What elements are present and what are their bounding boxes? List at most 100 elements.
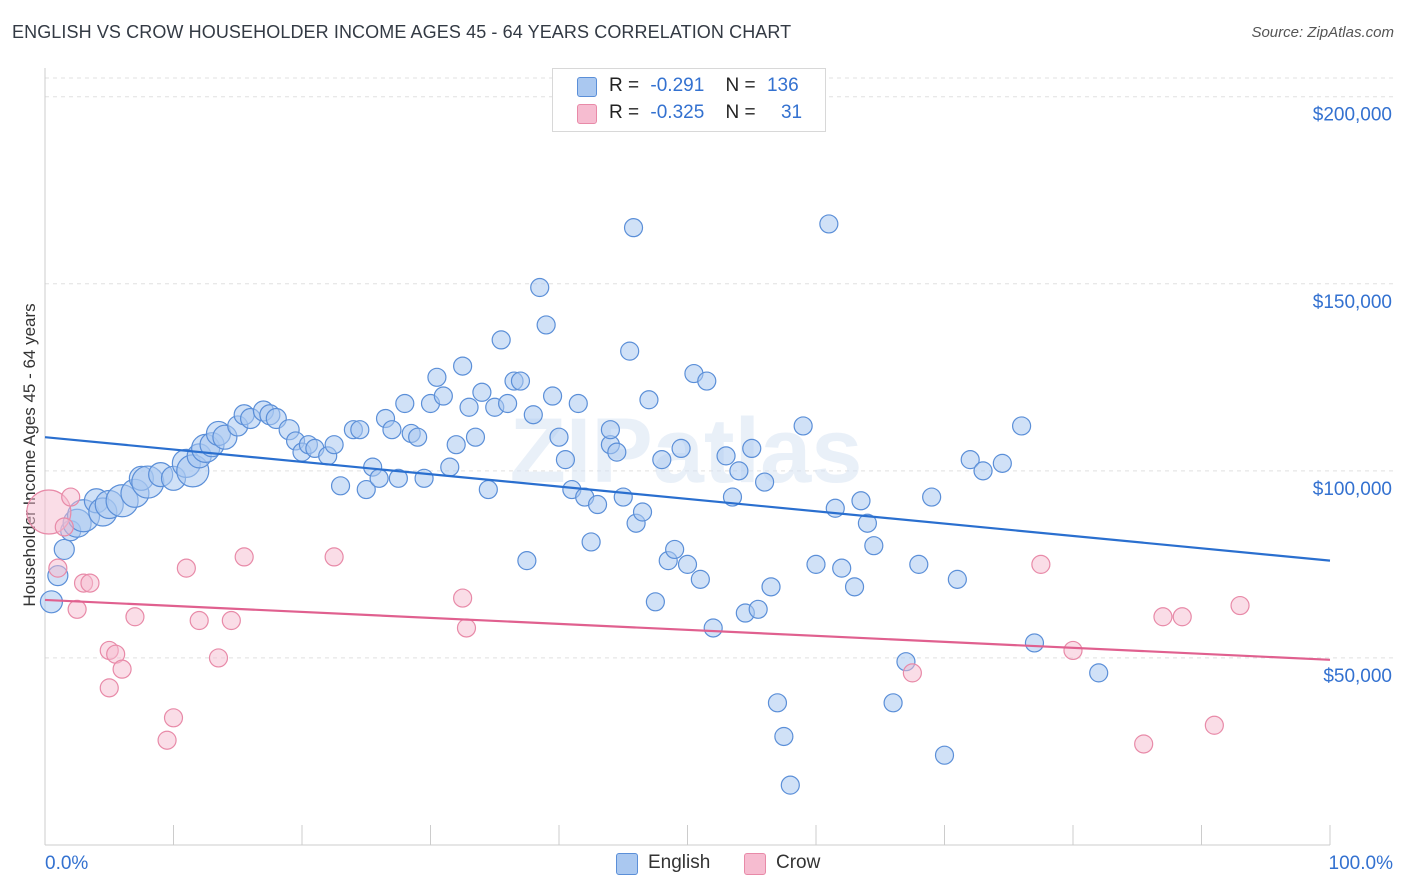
- data-point-english: [472, 382, 492, 402]
- x-tick-label: 0.0%: [45, 853, 88, 874]
- data-point-english: [754, 472, 775, 492]
- data-point-english: [382, 420, 402, 440]
- data-point-english: [806, 554, 826, 574]
- data-point-english: [523, 405, 543, 425]
- data-point-english: [613, 487, 633, 507]
- english-swatch: [577, 77, 597, 97]
- data-point-english: [600, 420, 621, 440]
- data-point-english: [1089, 663, 1109, 683]
- data-point-crow: [112, 659, 132, 679]
- data-point-english: [864, 536, 884, 556]
- series-crow-points: [26, 487, 1250, 754]
- data-point-crow: [67, 599, 87, 619]
- data-point-english: [844, 577, 865, 597]
- data-point-english: [427, 367, 447, 387]
- data-point-english: [53, 538, 75, 561]
- y-tick-label: $50,000: [1323, 666, 1392, 687]
- stats-legend: R = -0.291 N = 136 R = -0.325 N = 31: [552, 68, 826, 132]
- legend-n-value: 136: [766, 75, 799, 96]
- data-point-english: [883, 693, 903, 713]
- y-tick-label: $150,000: [1313, 292, 1392, 313]
- legend-r-value: -0.291: [650, 75, 705, 96]
- data-point-english: [857, 513, 878, 533]
- data-point-english: [620, 341, 640, 361]
- data-point-crow: [157, 730, 177, 750]
- data-point-english: [491, 330, 511, 350]
- data-point-english: [568, 393, 588, 414]
- data-point-crow: [80, 573, 100, 593]
- y-tick-labels: $50,000 $100,000 $150,000 $200,000: [1313, 105, 1392, 687]
- data-point-english: [330, 476, 351, 496]
- data-point-crow: [99, 678, 119, 698]
- legend-r-label: R =: [609, 102, 640, 123]
- data-point-english: [947, 569, 967, 589]
- legend-label-english: English: [648, 852, 711, 873]
- axes: [44, 68, 1331, 846]
- data-point-english: [440, 457, 460, 477]
- data-point-english: [395, 393, 415, 414]
- data-point-english: [465, 427, 486, 447]
- data-point-english: [39, 590, 64, 614]
- data-point-crow: [234, 547, 254, 567]
- data-point-english: [639, 390, 659, 410]
- data-point-crow: [125, 607, 145, 627]
- data-point-english: [748, 599, 768, 619]
- data-point-english: [742, 438, 762, 459]
- source-label: Source: ZipAtlas.com: [1251, 24, 1394, 41]
- y-tick-label: $100,000: [1313, 479, 1392, 500]
- data-point-english: [973, 461, 993, 481]
- data-point-english: [1011, 416, 1032, 436]
- data-point-crow: [1031, 554, 1051, 574]
- grid-lines: [45, 77, 1395, 659]
- data-point-english: [851, 491, 871, 511]
- data-point-crow: [1134, 734, 1154, 754]
- chart-title: ENGLISH VS CROW HOUSEHOLDER INCOME AGES …: [12, 22, 792, 42]
- data-point-english: [632, 502, 653, 522]
- english-swatch: [616, 853, 638, 875]
- data-point-english: [555, 450, 576, 470]
- data-point-english: [703, 618, 723, 638]
- data-point-crow: [54, 517, 74, 537]
- trend-line-english: [44, 436, 1331, 562]
- data-point-english: [369, 468, 389, 488]
- data-point-english: [767, 693, 788, 713]
- data-point-crow: [221, 610, 241, 631]
- series-english-points: [39, 214, 1109, 795]
- legend-n-label: N =: [725, 75, 756, 96]
- y-axis-label: Householder Income Ages 45 - 64 years: [20, 303, 39, 606]
- data-point-english: [581, 532, 601, 552]
- data-point-crow: [1153, 607, 1173, 627]
- data-point-english: [645, 592, 665, 612]
- data-point-english: [356, 479, 376, 500]
- data-point-english: [992, 453, 1012, 473]
- data-point-english: [433, 386, 453, 406]
- data-point-english: [793, 416, 813, 436]
- data-point-crow: [48, 558, 68, 578]
- data-point-english: [324, 435, 344, 455]
- data-point-crow: [208, 648, 229, 668]
- data-point-english: [909, 554, 929, 574]
- data-point-english: [934, 745, 955, 765]
- data-point-crow: [1230, 595, 1250, 616]
- data-point-english: [388, 468, 408, 488]
- data-point-english: [536, 315, 556, 335]
- y-tick-label: $200,000: [1313, 105, 1392, 126]
- data-point-english: [517, 551, 537, 571]
- legend-n-label: N =: [725, 102, 756, 123]
- data-point-english: [607, 442, 627, 462]
- data-point-english: [623, 218, 644, 238]
- data-point-english: [530, 277, 550, 298]
- data-point-english: [729, 461, 749, 481]
- data-point-crow: [1063, 640, 1083, 661]
- data-point-english: [652, 450, 672, 470]
- data-point-english: [350, 420, 370, 440]
- trend-lines: [44, 436, 1331, 661]
- data-point-english: [677, 554, 698, 574]
- legend-n-value: 31: [780, 102, 803, 123]
- data-point-crow: [163, 708, 184, 728]
- data-point-crow: [176, 558, 196, 578]
- crow-swatch: [577, 104, 597, 124]
- data-point-english: [510, 371, 531, 391]
- data-point-english: [671, 438, 691, 459]
